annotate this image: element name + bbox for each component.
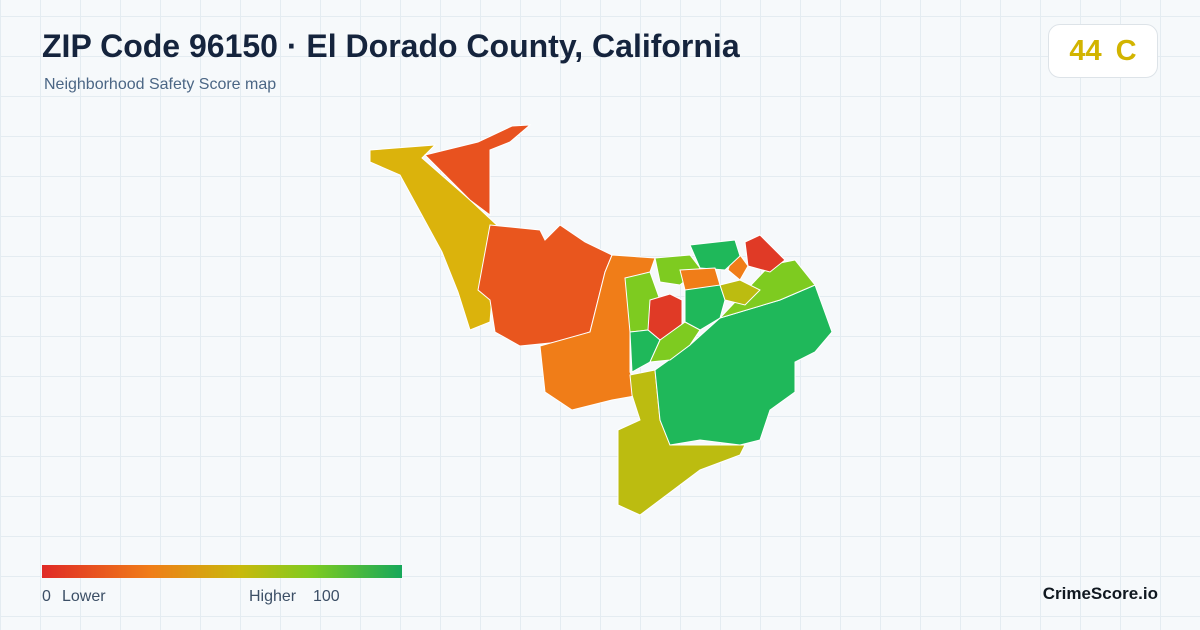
score-badge: 44 C (1048, 24, 1158, 78)
legend-max-label: Higher (249, 588, 297, 605)
region (649, 321, 701, 363)
region (719, 279, 761, 306)
brand: CrimeScore.io (1042, 584, 1158, 603)
region (689, 239, 741, 271)
subtitle: Neighborhood Safety Score map (44, 76, 277, 93)
legend-min: 0 (42, 588, 51, 605)
region (369, 144, 501, 331)
region (744, 234, 786, 273)
legend-gradient (42, 565, 402, 578)
legend-max: 100 (313, 588, 340, 605)
region (424, 124, 532, 216)
title: ZIP Code 96150 · El Dorado County, Calif… (42, 28, 740, 64)
score-grade: C (1115, 34, 1137, 67)
score-value: 44 (1069, 34, 1102, 67)
legend-min-label: Lower (62, 588, 106, 605)
